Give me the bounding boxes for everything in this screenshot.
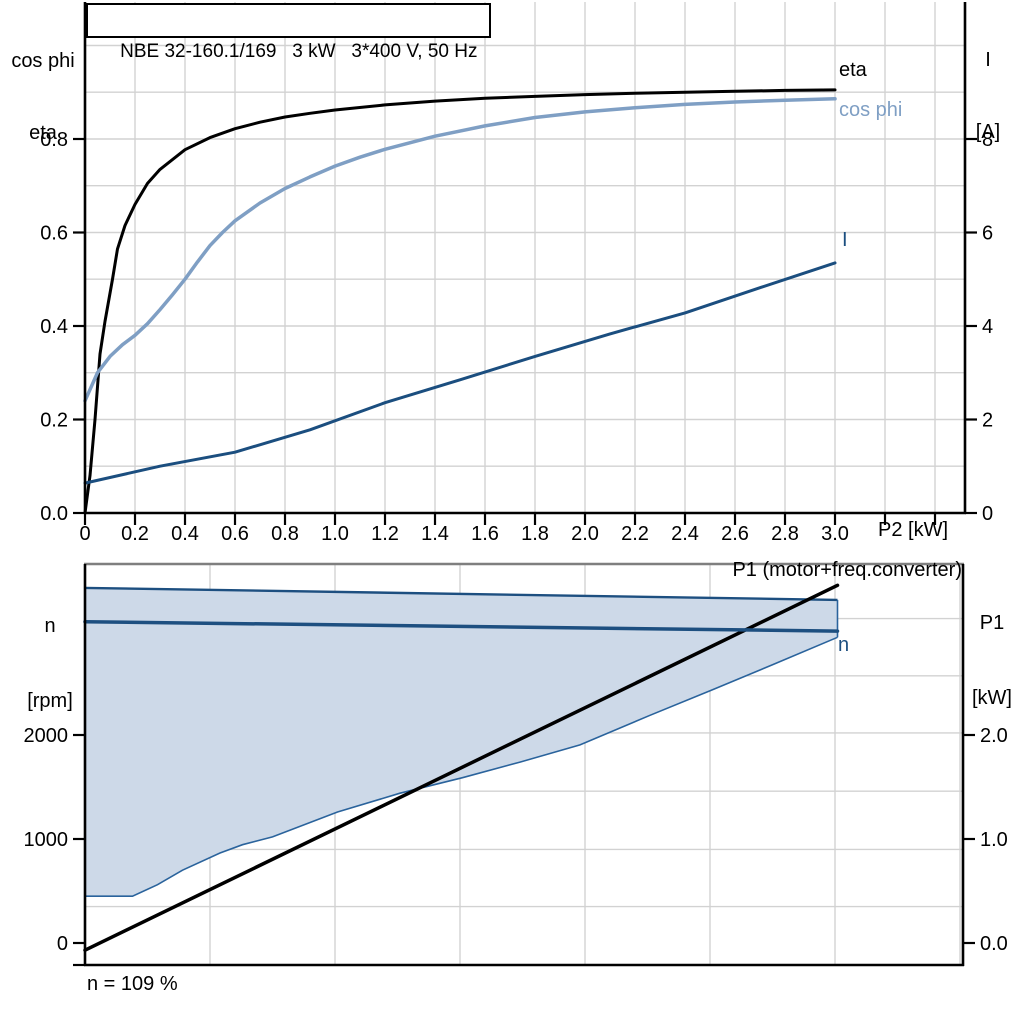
curve-eta	[83, 88, 837, 515]
curve-label-eta: eta	[839, 59, 867, 81]
axis-title-current: I	[985, 49, 991, 71]
axis-tick-label: 2.6	[721, 523, 749, 545]
axis-tick-label: 0.2	[121, 523, 149, 545]
curve-cos-phi	[83, 97, 837, 403]
axis-title-eta: eta	[29, 122, 57, 144]
axis-tick-label: 1000	[24, 829, 69, 851]
curve-speed	[83, 619, 840, 633]
axis-tick-label: 2.0	[980, 725, 1008, 747]
axis-tick-label: 0.2	[40, 410, 68, 432]
axis-tick-label: 0.4	[171, 523, 199, 545]
axis-tick-label: 0.0	[980, 933, 1008, 955]
axis-tick-label: 2.8	[771, 523, 799, 545]
axis-tick-label: 1.0	[980, 829, 1008, 851]
speed-operating-band	[85, 587, 838, 897]
axis-tick-label: 1.4	[421, 523, 449, 545]
axis-tick-label: 6	[982, 223, 993, 245]
axis-tick-label: 8	[982, 129, 993, 151]
x-axis-label: P2 [kW]	[878, 519, 949, 541]
curve-current	[83, 261, 837, 485]
chart-title: NBE 32-160.1/169 3 kW 3*400 V, 50 Hz	[120, 41, 478, 62]
axis-tick-label: 0.4	[40, 316, 68, 338]
axis-title-p1: P1	[979, 612, 1005, 634]
curve-p1-input-power	[83, 583, 840, 952]
top-right-axis-title: I [A]	[956, 0, 1020, 192]
bottom-left-axis-title: n [rpm]	[4, 564, 96, 764]
axis-tick-label: 3.0	[821, 523, 849, 545]
band-top-edge	[84, 586, 838, 602]
axis-tick-label: 1.2	[371, 523, 399, 545]
axis-title-current-unit: [A]	[975, 121, 1001, 143]
axis-tick-label: 2.4	[671, 523, 699, 545]
axis-title-cos-phi: cos phi	[11, 50, 75, 72]
axis-tick-label: 0.8	[40, 129, 68, 151]
axis-tick-label: 0	[79, 523, 90, 545]
curve-label-speed: n	[838, 634, 850, 656]
axis-title-speed: n	[44, 615, 56, 637]
axis-tick-label: 0.8	[271, 523, 299, 545]
axis-tick-label: 0	[57, 933, 68, 955]
axis-tick-label: 0.6	[221, 523, 249, 545]
axis-tick-label: 2	[982, 410, 993, 432]
curve-label-p1: P1 (motor+freq.converter)	[732, 559, 962, 581]
axis-tick-label: 2.0	[571, 523, 599, 545]
top-left-axis-title: cos phi eta	[0, 1, 86, 193]
axis-tick-label: 2000	[24, 725, 69, 747]
axis-title-speed-unit: [rpm]	[27, 690, 73, 712]
curve-label-cos-phi: cos phi	[839, 99, 903, 121]
chart-title-box: NBE 32-160.1/169 3 kW 3*400 V, 50 Hz	[86, 3, 492, 62]
axis-tick-label: 0.6	[40, 223, 68, 245]
axis-tick-label: 1.8	[521, 523, 549, 545]
axis-tick-label: 0	[982, 503, 993, 525]
axis-title-p1-unit: [kW]	[972, 687, 1012, 709]
axis-tick-label: 0.0	[40, 503, 68, 525]
axis-tick-label: 1.6	[471, 523, 499, 545]
axis-tick-label: 1.0	[321, 523, 349, 545]
curve-label-current: I	[842, 229, 848, 251]
band-bottom-edge	[85, 636, 838, 898]
axis-tick-label: 2.2	[621, 523, 649, 545]
speed-percentage-note: n = 109 %	[87, 973, 178, 995]
bottom-right-axis-title: P1 [kW]	[960, 561, 1024, 761]
axis-tick-label: 4	[982, 316, 993, 338]
